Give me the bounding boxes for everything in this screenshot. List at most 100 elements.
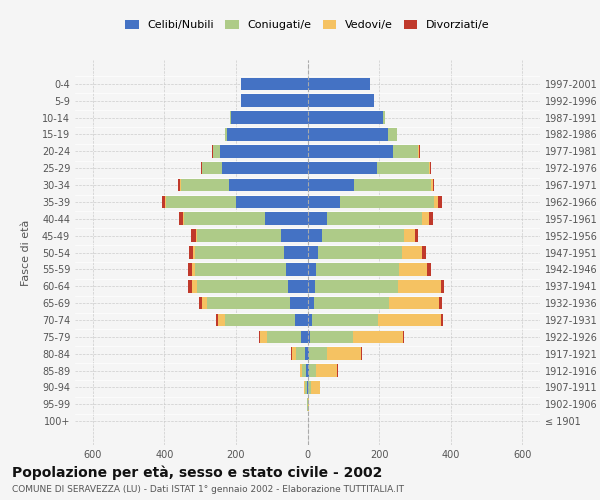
Bar [188,263,192,276]
Bar [419,145,420,158]
Bar [193,280,197,292]
Bar [220,145,308,158]
Bar [308,348,309,360]
Bar [202,162,221,174]
Bar [308,381,311,394]
Bar [316,263,399,276]
Y-axis label: Fasce di età: Fasce di età [20,220,31,286]
Bar [179,212,183,225]
Bar [389,297,439,310]
Bar [383,111,385,124]
Bar [188,280,193,292]
Bar [314,297,389,310]
Bar [290,297,308,310]
Bar [308,178,354,192]
Bar [184,212,265,225]
Bar [308,111,383,124]
Bar [403,330,404,343]
Bar [301,364,302,377]
Bar [221,162,308,174]
Bar [404,230,415,242]
Bar [402,246,422,259]
Bar [230,111,308,124]
Bar [440,280,444,292]
Bar [166,196,236,208]
Bar [308,297,314,310]
Bar [218,314,225,326]
Bar [361,348,362,360]
Bar [286,263,308,276]
Bar [308,162,377,174]
Bar [199,297,202,310]
Bar [327,348,361,360]
Bar [284,246,308,259]
Bar [308,94,374,107]
Bar [189,246,193,259]
Legend: Celibi/Nubili, Coniugati/e, Vedovi/e, Divorziati/e: Celibi/Nubili, Coniugati/e, Vedovi/e, Di… [121,16,494,35]
Bar [241,78,308,90]
Bar [311,381,320,394]
Bar [178,178,180,192]
Bar [399,263,427,276]
Bar [316,364,337,377]
Bar [304,381,305,394]
Bar [307,398,308,410]
Bar [308,230,322,242]
Bar [308,246,318,259]
Bar [312,314,378,326]
Bar [236,196,308,208]
Bar [308,280,316,292]
Bar [260,330,267,343]
Bar [327,212,422,225]
Bar [309,348,327,360]
Bar [227,128,308,141]
Bar [301,330,308,343]
Bar [430,162,431,174]
Bar [307,381,308,394]
Bar [429,162,430,174]
Bar [433,178,434,192]
Bar [353,330,403,343]
Bar [196,230,197,242]
Bar [302,364,307,377]
Bar [439,297,442,310]
Bar [225,314,295,326]
Bar [340,196,434,208]
Bar [322,230,404,242]
Bar [225,128,227,141]
Bar [162,196,166,208]
Bar [308,196,340,208]
Bar [354,178,431,192]
Bar [308,398,309,410]
Bar [267,330,301,343]
Bar [377,162,429,174]
Bar [308,263,316,276]
Bar [213,145,220,158]
Bar [418,145,419,158]
Bar [422,212,429,225]
Bar [378,314,440,326]
Bar [440,314,443,326]
Bar [427,263,431,276]
Bar [337,364,338,377]
Bar [431,178,433,192]
Bar [193,246,195,259]
Bar [288,280,308,292]
Bar [310,330,353,343]
Bar [195,246,284,259]
Bar [308,314,312,326]
Bar [281,230,308,242]
Bar [316,280,398,292]
Bar [201,162,202,174]
Bar [208,297,290,310]
Bar [191,230,196,242]
Bar [308,128,388,141]
Bar [305,381,307,394]
Bar [394,145,418,158]
Bar [308,364,316,377]
Bar [197,230,281,242]
Bar [192,263,195,276]
Bar [318,246,402,259]
Bar [202,297,208,310]
Bar [295,314,308,326]
